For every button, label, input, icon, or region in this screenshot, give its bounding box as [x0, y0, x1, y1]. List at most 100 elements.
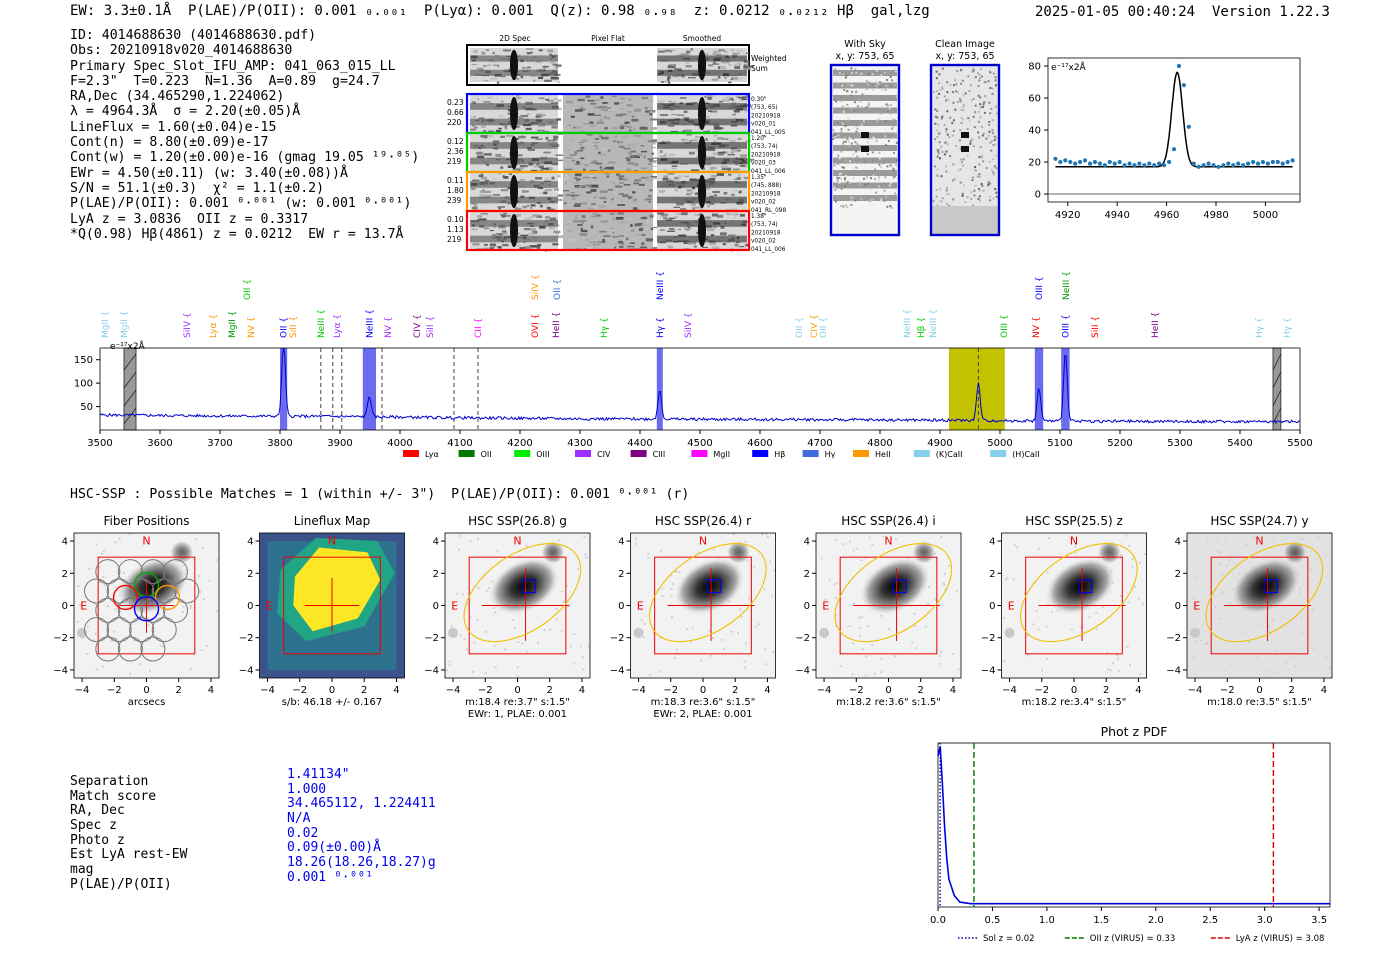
- sky-pixel: [967, 117, 970, 120]
- pdf-xtick-label: 3.5: [1311, 915, 1327, 926]
- stamp-pixel: [477, 155, 485, 159]
- stamp-pixel: [635, 146, 643, 148]
- sky-pixel: [977, 84, 980, 87]
- stamp-pixel: [585, 121, 588, 125]
- sky-pixel: [935, 195, 938, 198]
- sky-pixel: [873, 107, 876, 110]
- sky-pixel: [862, 120, 865, 123]
- stamp-pixel: [652, 157, 661, 159]
- cutout-caption: arcsecs: [128, 697, 166, 708]
- sky-pixel: [879, 85, 882, 88]
- detection-info: ID: 4014688630 (4014688630.pdf) Obs: 2021…: [70, 28, 419, 242]
- stamp-pixel: [652, 177, 658, 180]
- match-label: Photo z: [70, 832, 125, 848]
- aperture-ellipse: [834, 543, 953, 643]
- stamp-pixel: [737, 77, 746, 79]
- stamp-pixel: [648, 99, 654, 102]
- stamp-pixel: [719, 66, 726, 70]
- sky-pixel: [886, 205, 889, 208]
- stamp-pixel: [546, 206, 551, 210]
- spectrum-xtick-label: 4100: [447, 438, 472, 449]
- stamp-pixel: [600, 106, 607, 109]
- galaxy-blob: [1230, 557, 1302, 616]
- sky-pixel: [885, 196, 888, 199]
- spectral-line-name: SiIV {: [684, 312, 694, 338]
- spectral-line-label: HeII {: [552, 312, 562, 338]
- stamp-row-right-label: (745, 888): [751, 183, 781, 189]
- stamp-pixel: [691, 186, 696, 190]
- sky-pixel: [943, 123, 946, 126]
- cutout-noise: [670, 616, 673, 619]
- cutout-xtick-label: 0: [1071, 685, 1077, 696]
- sky-pixel: [895, 95, 898, 98]
- sky-fiber-band: [833, 170, 897, 176]
- sky-pixel: [878, 80, 881, 83]
- emission-blob: [510, 49, 518, 81]
- sky-pixel: [980, 154, 983, 157]
- stamp-pixel: [602, 238, 606, 242]
- cutout-noise: [1074, 552, 1077, 555]
- galaxy-blob: [859, 557, 931, 616]
- stamp-pixel: [553, 230, 561, 234]
- cutout-noise: [569, 604, 572, 607]
- stamp-pixel: [617, 204, 625, 206]
- spectral-line-label: Hγ {: [1283, 317, 1293, 338]
- sky-pixel: [840, 187, 843, 190]
- stamp-pixel: [649, 118, 658, 121]
- stamp-pixel: [552, 63, 558, 66]
- sky-pixel: [861, 106, 864, 109]
- stamp-pixel: [621, 135, 629, 139]
- sky-pixel: [967, 75, 970, 78]
- stamp-pixel: [730, 124, 738, 127]
- cutout-noise: [448, 660, 451, 663]
- sky-pixel: [867, 83, 870, 86]
- masked-hatch: [123, 407, 137, 425]
- cutout-noise: [100, 552, 103, 555]
- hsc-match-summary: HSC-SSP : Possible Matches = 1 (within +…: [70, 487, 690, 502]
- cutout-xtick-label: 4: [393, 685, 399, 696]
- sky-pixel: [893, 119, 896, 122]
- stamp-pixel: [549, 217, 557, 221]
- sky-pixel: [891, 79, 894, 82]
- cutout-noise: [746, 559, 749, 562]
- stamp-pixel: [552, 243, 559, 246]
- match-value: 0.09(±0.00)Å: [287, 840, 381, 856]
- fiber-circle: [129, 617, 155, 643]
- sky-pixel: [978, 188, 981, 191]
- stamp-pixel: [612, 192, 620, 194]
- cutout-noise: [189, 667, 192, 670]
- stamp-pixel: [590, 160, 598, 163]
- stamp-row-left-label: 0.10: [447, 215, 464, 224]
- stamp-pixel: [627, 162, 635, 165]
- cutout-noise: [1228, 559, 1231, 562]
- cutout-noise: [92, 639, 95, 642]
- stamp-pixel: [480, 176, 487, 180]
- sky-pixel: [994, 79, 997, 82]
- fit-data-point: [1078, 159, 1083, 165]
- stamp-pixel: [504, 127, 507, 130]
- sky-pixel: [966, 128, 969, 131]
- sky-pixel: [987, 80, 990, 83]
- stamp-pixel: [691, 203, 696, 206]
- stamp-pixel: [568, 238, 575, 242]
- stamp-pixel: [544, 177, 550, 181]
- stamp-pixel: [722, 243, 727, 246]
- stamp-row-right-label: 1.35": [751, 175, 767, 181]
- cutout-noise: [943, 572, 946, 575]
- stamp-pixel: [581, 221, 584, 224]
- cutout-noise: [516, 675, 519, 678]
- sky-pixel: [977, 72, 980, 75]
- cutout-noise: [469, 616, 472, 619]
- sky-fiber-band: [833, 120, 897, 126]
- fit-data-point: [1142, 163, 1147, 168]
- sky-pixel: [946, 143, 949, 146]
- stamp-pixel: [539, 114, 546, 116]
- stamp-pixel: [668, 100, 672, 103]
- sky-pixel: [837, 154, 840, 157]
- cutout-noise: [1003, 660, 1006, 663]
- sky-fiber-band: [833, 157, 897, 164]
- sky-pixel: [966, 196, 969, 199]
- fit-ytick-label: 40: [1028, 126, 1041, 137]
- cutout-noise: [736, 632, 739, 635]
- cutout-noise: [77, 584, 80, 587]
